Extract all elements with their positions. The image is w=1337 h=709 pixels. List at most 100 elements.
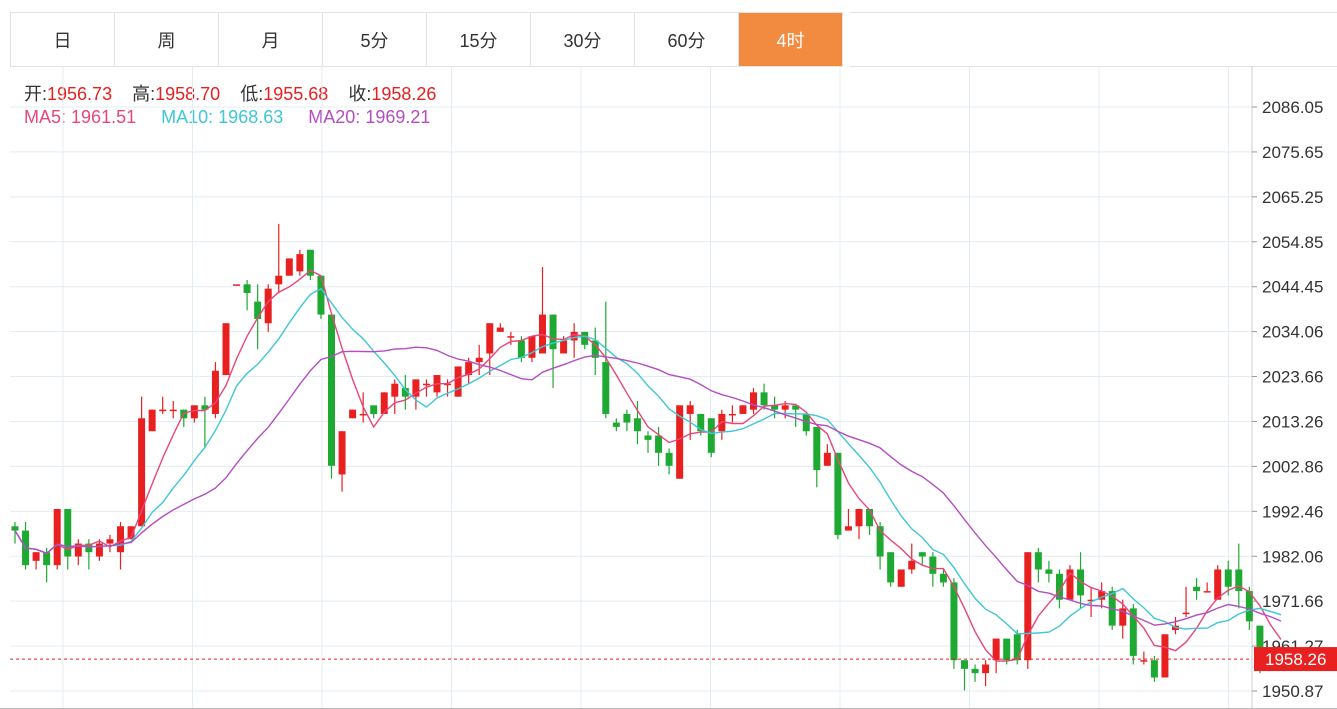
- y-tick-label: 2075.65: [1262, 143, 1323, 162]
- ma20-label: MA20:: [308, 107, 361, 127]
- candle-body: [1203, 591, 1211, 593]
- ma20-value: 1969.21: [365, 107, 431, 127]
- close-value: 1958.26: [371, 84, 437, 104]
- tab-15min[interactable]: 15分: [427, 13, 531, 66]
- candle-body: [855, 508, 863, 527]
- candle-body: [897, 569, 905, 587]
- candle-body: [549, 314, 557, 350]
- candle: [623, 409, 631, 432]
- tab-day[interactable]: 日: [11, 13, 115, 66]
- candle-body: [243, 284, 251, 293]
- candle: [950, 578, 958, 669]
- candle-body: [1235, 569, 1243, 592]
- tab-4hour[interactable]: 4时: [739, 13, 843, 66]
- candle: [834, 452, 842, 540]
- candle-body: [254, 301, 262, 319]
- candle-body: [665, 452, 673, 466]
- candle-body: [950, 582, 958, 661]
- y-tick-label: 1992.46: [1262, 502, 1323, 521]
- tab-bar-filler: [850, 12, 1337, 67]
- candle-body: [834, 452, 842, 535]
- last-price-box: [1254, 647, 1337, 672]
- candle: [612, 418, 620, 432]
- candlestick-chart: 2086.05 2075.65 2065.25 2054.85 2044.45 2034.…: [0, 66, 1337, 709]
- candle-body: [359, 413, 367, 416]
- tab-30min[interactable]: 30分: [531, 13, 635, 66]
- candle-body: [64, 508, 72, 557]
- ma5-value: 1961.51: [71, 107, 137, 127]
- ma5-line: [14, 269, 1282, 662]
- candle-body: [222, 323, 230, 376]
- grid: [0, 66, 1337, 709]
- y-tick-label: 2023.66: [1262, 368, 1323, 387]
- candle-body: [349, 409, 357, 419]
- candle-body: [1087, 599, 1095, 602]
- candle-body: [328, 314, 335, 466]
- candle-body: [918, 552, 926, 557]
- candle-body: [43, 552, 51, 566]
- candle-body: [1119, 608, 1127, 626]
- candle: [380, 392, 388, 414]
- y-tick-label: 2086.05: [1262, 98, 1323, 117]
- y-axis: 2086.05 2075.65 2065.25 2054.85 2044.45 2034.…: [1252, 98, 1323, 701]
- candle: [243, 280, 251, 311]
- tab-week[interactable]: 周: [115, 13, 219, 66]
- candle-body: [106, 539, 114, 544]
- candle-body: [95, 543, 103, 557]
- candle: [633, 400, 641, 445]
- tab-month[interactable]: 月: [219, 13, 323, 66]
- candles: [11, 223, 1285, 691]
- candle: [306, 249, 314, 281]
- candle-body: [707, 418, 715, 453]
- candle-body: [971, 668, 979, 674]
- candle: [739, 405, 747, 414]
- candle-body: [465, 362, 473, 376]
- candle: [190, 405, 198, 423]
- candle: [918, 552, 926, 566]
- last-price-label: 1958.26: [1265, 650, 1326, 669]
- candle: [264, 284, 272, 332]
- candle-body: [591, 340, 599, 358]
- candle: [1150, 655, 1158, 682]
- candle: [1045, 560, 1053, 583]
- y-tick-label: 2013.26: [1262, 412, 1323, 431]
- candle-body: [676, 405, 684, 479]
- candle: [929, 552, 937, 587]
- candle-body: [823, 452, 831, 466]
- y-tick-label: 2044.45: [1262, 278, 1323, 297]
- candle-body: [1224, 569, 1232, 587]
- candle-body: [412, 379, 420, 397]
- candle-body: [528, 336, 536, 358]
- candle: [707, 418, 715, 458]
- candle-body: [85, 543, 93, 553]
- candle-body: [1182, 612, 1190, 615]
- candle: [771, 396, 779, 419]
- candle-body: [697, 413, 705, 432]
- candle-body: [1003, 638, 1011, 661]
- candle-body: [285, 258, 293, 276]
- candle: [971, 664, 979, 682]
- candle-body: [739, 405, 747, 414]
- candle: [496, 323, 504, 332]
- candle: [328, 314, 335, 479]
- candle: [233, 284, 241, 286]
- candle: [1235, 543, 1243, 609]
- candle-body: [612, 422, 620, 427]
- candle: [961, 660, 968, 691]
- candle-body: [602, 362, 610, 414]
- candle-body: [866, 508, 874, 527]
- y-tick-label: 1971.66: [1262, 592, 1323, 611]
- candle-body: [633, 418, 641, 432]
- candle: [581, 331, 589, 350]
- y-tick-label: 2002.86: [1262, 457, 1323, 476]
- tab-60min[interactable]: 60分: [635, 13, 739, 66]
- candle: [823, 444, 831, 466]
- candle-body: [844, 526, 852, 531]
- candle: [887, 552, 895, 587]
- candle: [655, 426, 663, 466]
- candle: [1077, 552, 1085, 609]
- candle-body: [1161, 634, 1169, 678]
- candle: [1140, 651, 1148, 665]
- tab-5min[interactable]: 5分: [323, 13, 427, 66]
- candle: [106, 534, 114, 553]
